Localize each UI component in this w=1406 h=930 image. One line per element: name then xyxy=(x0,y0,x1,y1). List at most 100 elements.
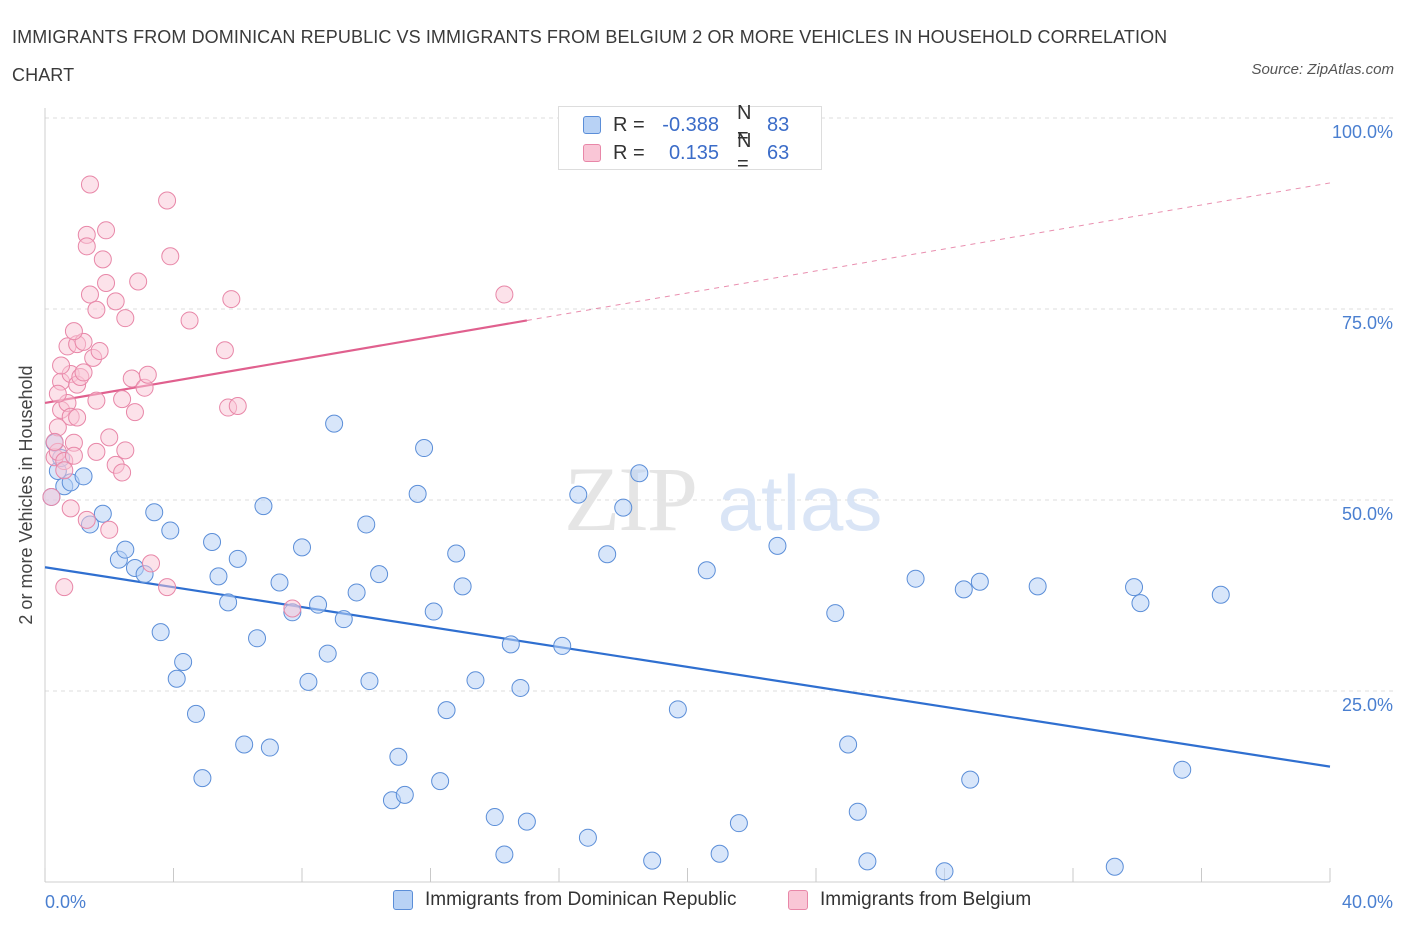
legend-item-belgium[interactable]: Immigrants from Belgium xyxy=(788,889,1031,911)
point-dominican xyxy=(415,439,434,458)
point-dominican xyxy=(466,671,485,690)
point-belgium xyxy=(55,461,74,480)
point-dominican xyxy=(1173,760,1192,779)
point-belgium xyxy=(61,499,80,518)
point-dominican xyxy=(347,583,366,602)
point-dominican xyxy=(643,851,662,870)
point-belgium xyxy=(158,191,177,210)
y-tick-label: 100.0% xyxy=(1332,122,1393,142)
point-dominican xyxy=(431,772,450,791)
point-belgium xyxy=(100,520,119,539)
point-belgium xyxy=(116,441,135,460)
point-dominican xyxy=(848,802,867,821)
point-belgium xyxy=(64,322,83,341)
point-belgium xyxy=(113,463,132,482)
legend-swatch-pink xyxy=(583,144,601,162)
point-dominican xyxy=(334,610,353,629)
point-dominican xyxy=(360,672,379,691)
point-dominican xyxy=(235,735,254,754)
point-dominican xyxy=(219,593,238,612)
point-dominican xyxy=(395,785,414,804)
point-dominican xyxy=(318,644,337,663)
point-dominican xyxy=(729,814,748,833)
point-belgium xyxy=(228,397,247,416)
point-belgium xyxy=(106,292,125,311)
point-belgium xyxy=(142,554,161,573)
legend-n-label: N = xyxy=(737,102,752,147)
point-dominican xyxy=(325,414,344,433)
legend-label: Immigrants from Dominican Republic xyxy=(425,889,737,910)
point-dominican xyxy=(151,623,170,642)
y-tick-label: 25.0% xyxy=(1342,695,1393,715)
point-dominican xyxy=(93,504,112,523)
point-belgium xyxy=(138,365,157,384)
point-belgium xyxy=(116,309,135,328)
x-tick-label: 0.0% xyxy=(45,892,86,912)
point-belgium xyxy=(495,285,514,304)
point-belgium xyxy=(48,384,67,403)
watermark-atlas: atlas xyxy=(718,459,883,547)
point-dominican xyxy=(630,464,649,483)
trend-line-dominican xyxy=(44,566,1331,768)
point-dominican xyxy=(116,540,135,559)
legend-r-value: 0.135 xyxy=(668,141,719,164)
point-dominican xyxy=(768,536,787,555)
point-belgium xyxy=(129,272,148,291)
x-tick-labels: 0.0% 40.0% xyxy=(45,892,1393,912)
legend-r-label: R = xyxy=(613,141,645,164)
point-dominican xyxy=(1028,577,1047,596)
legend-row-belgium: R = 0.135 N = 63 xyxy=(583,130,790,175)
point-dominican xyxy=(309,595,328,614)
legend-item-dominican[interactable]: Immigrants from Dominican Republic xyxy=(393,889,737,911)
point-dominican xyxy=(614,498,633,517)
y-tick-label: 75.0% xyxy=(1342,313,1393,333)
point-dominican xyxy=(357,515,376,534)
point-dominican xyxy=(485,808,504,827)
point-dominican xyxy=(270,573,289,592)
gridlines xyxy=(45,117,1393,692)
point-dominican xyxy=(453,577,472,596)
point-belgium xyxy=(55,578,74,597)
correlation-legend: R = -0.388 N = 83 R = 0.135 N = 63 xyxy=(558,102,822,175)
point-belgium xyxy=(87,442,106,461)
y-axis-label: 2 or more Vehicles in Household xyxy=(16,365,36,624)
trend-line-belgium-extended xyxy=(526,182,1331,321)
legend-n-value: 63 xyxy=(767,141,790,164)
point-dominican xyxy=(495,845,514,864)
y-tick-label: 50.0% xyxy=(1342,504,1393,524)
point-dominican xyxy=(668,700,687,719)
point-belgium xyxy=(74,363,93,382)
point-dominican xyxy=(167,669,186,688)
point-dominican xyxy=(299,672,318,691)
point-belgium xyxy=(90,342,109,361)
point-dominican xyxy=(970,572,989,591)
watermark-zip: ZIP xyxy=(564,448,696,550)
point-belgium xyxy=(222,290,241,309)
point-belgium xyxy=(68,408,87,427)
point-dominican xyxy=(553,636,572,655)
point-dominican xyxy=(501,635,520,654)
point-dominican xyxy=(826,604,845,623)
point-belgium xyxy=(80,175,99,194)
data-points xyxy=(42,175,1230,881)
point-dominican xyxy=(248,629,267,648)
trend-line-belgium xyxy=(44,319,528,405)
point-dominican xyxy=(858,852,877,871)
point-belgium xyxy=(80,285,99,304)
point-dominican xyxy=(293,538,311,557)
point-dominican xyxy=(145,503,164,522)
chart-title: IMMIGRANTS FROM DOMINICAN REPUBLIC VS IM… xyxy=(12,27,1168,85)
point-dominican xyxy=(569,485,588,504)
point-dominican xyxy=(370,565,389,584)
legend-row-dominican: R = -0.388 N = 83 xyxy=(583,102,789,147)
point-belgium xyxy=(93,250,112,269)
point-dominican xyxy=(260,738,279,757)
x-tick-label: 40.0% xyxy=(1342,892,1393,912)
point-dominican xyxy=(186,704,205,723)
point-belgium xyxy=(52,356,71,375)
point-dominican xyxy=(174,652,193,671)
legend-r-value: -0.388 xyxy=(662,113,719,136)
point-belgium xyxy=(45,432,64,451)
point-dominican xyxy=(424,602,443,621)
point-dominican xyxy=(906,569,925,588)
